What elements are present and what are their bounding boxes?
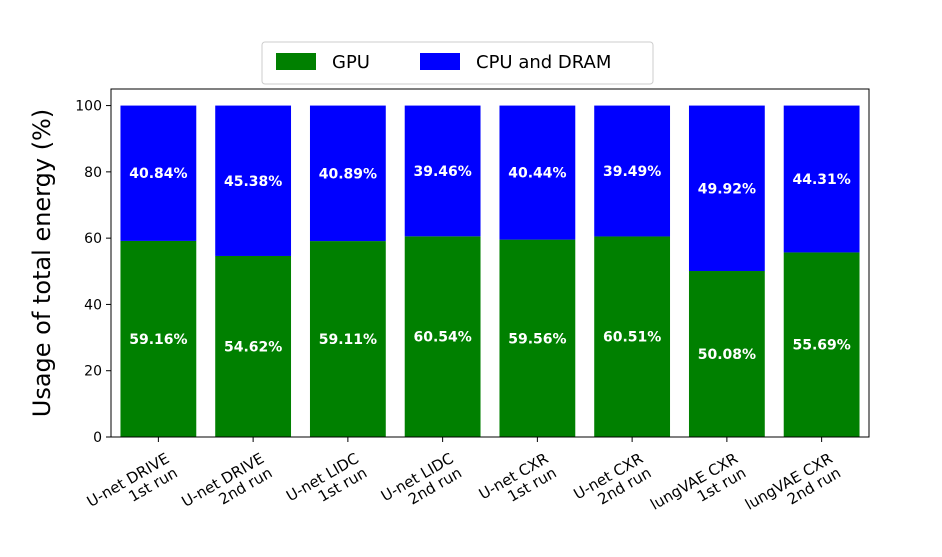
bar-gpu-1 xyxy=(120,240,197,437)
y-tick-label: 60 xyxy=(84,231,102,247)
bar-value-label: 60.54% xyxy=(413,330,471,346)
plot-frame xyxy=(110,88,870,438)
bar-cpu-dram-5 xyxy=(499,105,576,240)
bar-value-label: 54.62% xyxy=(224,339,282,355)
bar-cpu-dram-2 xyxy=(215,105,292,256)
legend-label: GPU xyxy=(332,52,370,73)
bar-value-label: 59.56% xyxy=(508,331,566,347)
bar-value-label: 40.89% xyxy=(319,166,377,182)
bar-cpu-dram-1 xyxy=(120,105,197,241)
bar-gpu-6 xyxy=(594,236,671,437)
bar-value-label: 44.31% xyxy=(792,172,850,188)
bar-value-label: 59.16% xyxy=(129,332,187,348)
bar-value-label: 39.49% xyxy=(603,164,661,180)
y-axis: 0 20 40 60 80 100 xyxy=(75,99,111,446)
bar-value-label: 59.11% xyxy=(319,332,377,348)
bar-value-label: 40.44% xyxy=(508,166,566,182)
y-tick-label: 100 xyxy=(75,99,102,115)
x-tick-label: U-net CXR2nd run xyxy=(570,449,654,517)
bar-value-label: 39.46% xyxy=(413,164,471,180)
legend-label: CPU and DRAM xyxy=(476,52,611,73)
legend-swatch xyxy=(420,53,460,70)
y-tick-label: 40 xyxy=(84,297,102,313)
bar-gpu-4 xyxy=(404,236,481,437)
x-tick-label: U-net DRIVE1st run xyxy=(84,449,181,525)
bar-value-label: 55.69% xyxy=(792,338,850,354)
bar-cpu-dram-6 xyxy=(594,105,671,237)
bar-value-label: 45.38% xyxy=(224,174,282,190)
bar-value-label: 40.84% xyxy=(129,166,187,182)
bar-cpu-dram-4 xyxy=(404,105,481,237)
x-tick-label: U-net CXR1st run xyxy=(476,449,560,517)
bars-group: 59.16% 40.84% 54.62% 45.38% 59.11% 40.89% 60.5… xyxy=(120,105,860,437)
y-tick-label: 0 xyxy=(93,430,102,446)
legend-swatch xyxy=(276,53,316,70)
x-tick-label: lungVAE CXR2nd run xyxy=(742,449,844,528)
y-axis-label: Usage of total energy (%) xyxy=(28,109,56,417)
x-tick-label: U-net LIDC1st run xyxy=(283,449,370,519)
x-tick-label: lungVAE CXR1st run xyxy=(647,449,749,528)
bar-value-label: 50.08% xyxy=(698,347,756,363)
x-tick-label: U-net DRIVE2nd run xyxy=(179,449,276,525)
bar-gpu-5 xyxy=(499,239,576,437)
bar-gpu-3 xyxy=(309,241,386,437)
bar-value-label: 49.92% xyxy=(698,181,756,197)
y-tick-label: 80 xyxy=(84,165,102,181)
bar-cpu-dram-8 xyxy=(783,105,860,253)
legend: GPU CPU and DRAM xyxy=(261,41,654,85)
bar-cpu-dram-7 xyxy=(688,105,765,272)
bar-gpu-8 xyxy=(783,252,860,437)
y-tick-label: 20 xyxy=(84,364,102,380)
x-tick-label: U-net LIDC2nd run xyxy=(378,449,465,519)
bar-cpu-dram-3 xyxy=(309,105,386,242)
bar-gpu-7 xyxy=(688,271,765,437)
bar-value-label: 60.51% xyxy=(603,330,661,346)
bar-gpu-2 xyxy=(215,255,292,437)
